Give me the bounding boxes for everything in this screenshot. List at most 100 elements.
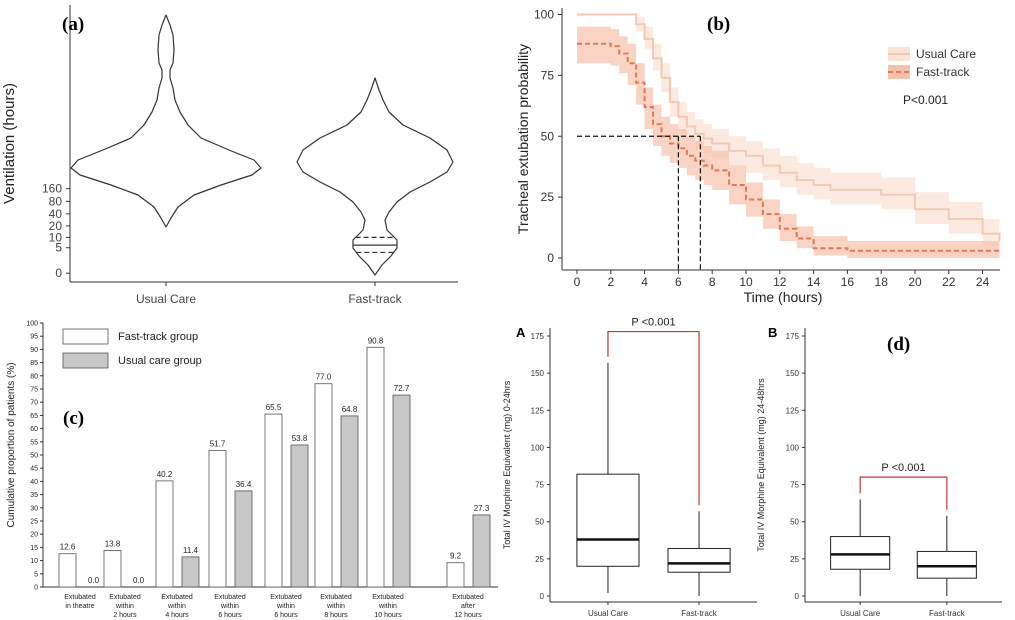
x-tick-label: in theatre bbox=[65, 603, 94, 610]
x-tick-label: 12 hours bbox=[454, 612, 482, 619]
x-tick-label: 10 bbox=[739, 275, 753, 289]
bar-value-label: 77.0 bbox=[316, 373, 332, 382]
x-tick-label: Fast-track bbox=[348, 292, 402, 306]
y-tick-label: 75 bbox=[790, 481, 799, 490]
y-axis-title: Ventilation (hours) bbox=[1, 83, 18, 204]
significance-bracket bbox=[607, 330, 700, 506]
x-tick-label: within bbox=[326, 603, 345, 610]
y-tick-label: 90 bbox=[30, 347, 38, 354]
p-value-annotation: P<0.001 bbox=[903, 93, 948, 107]
violin-1 bbox=[296, 77, 454, 276]
y-tick-label: 35 bbox=[30, 492, 38, 499]
y-tick-label: 75 bbox=[535, 481, 544, 490]
y-tick-label: 10 bbox=[49, 230, 63, 244]
bar bbox=[340, 415, 359, 588]
y-tick-label: 5 bbox=[55, 241, 62, 255]
y-tick-label: 60 bbox=[30, 426, 38, 433]
panel-label-b: (b) bbox=[707, 14, 730, 35]
panel-label-d: (d) bbox=[887, 334, 910, 355]
y-tick-label: 0 bbox=[795, 592, 800, 601]
y-tick-label: 0 bbox=[547, 251, 554, 265]
y-tick-label: 0 bbox=[55, 266, 62, 280]
x-tick-label: 2 bbox=[607, 275, 614, 289]
bar-value-label: 27.3 bbox=[474, 504, 490, 513]
x-tick-label: 6 hours bbox=[274, 612, 298, 619]
x-tick-label: Usual Care bbox=[588, 609, 629, 618]
bar-value-label: 0.0 bbox=[88, 576, 100, 585]
box bbox=[916, 550, 977, 579]
x-tick-label: 16 bbox=[841, 275, 855, 289]
bar bbox=[472, 514, 491, 588]
x-tick-label: Extubated bbox=[320, 594, 352, 601]
x-tick-label: Extubated bbox=[161, 594, 193, 601]
y-tick-label: 100 bbox=[786, 443, 800, 452]
panel-label-A: A bbox=[516, 325, 526, 340]
bar-value-label: 65.5 bbox=[266, 403, 282, 412]
y-tick-label: 20 bbox=[30, 532, 38, 539]
y-tick-label: 160 bbox=[42, 182, 62, 196]
y-tick-label: 125 bbox=[531, 406, 545, 415]
y-tick-label: 40 bbox=[30, 479, 38, 486]
x-tick-label: 20 bbox=[908, 275, 922, 289]
y-tick-label: 100 bbox=[26, 321, 38, 328]
x-tick-label: 2 hours bbox=[113, 612, 137, 619]
bar bbox=[58, 553, 77, 588]
x-tick-label: 4 bbox=[641, 275, 648, 289]
bar bbox=[208, 450, 227, 588]
legend-swatch-0 bbox=[62, 328, 109, 345]
bar-value-label: 72.7 bbox=[394, 384, 410, 393]
x-tick-label: 14 bbox=[807, 275, 821, 289]
bar-value-label: 11.4 bbox=[183, 546, 199, 555]
bar bbox=[366, 346, 385, 588]
y-tick-label: 50 bbox=[541, 129, 555, 143]
ci-band-0 bbox=[577, 14, 1000, 251]
bar bbox=[314, 383, 333, 588]
p-value-annotation: P <0.001 bbox=[881, 462, 925, 474]
x-tick-label: Fast-track bbox=[681, 609, 718, 618]
y-tick-label: 75 bbox=[30, 387, 38, 394]
bar-value-label: 9.2 bbox=[450, 552, 462, 561]
y-tick-label: 100 bbox=[534, 8, 554, 22]
bar-value-label: 64.8 bbox=[342, 405, 358, 414]
x-tick-label: 18 bbox=[875, 275, 889, 289]
y-tick-label: 0 bbox=[540, 592, 545, 601]
legend-swatch-1 bbox=[62, 352, 109, 369]
x-tick-label: Extubated bbox=[270, 594, 302, 601]
y-tick-label: 25 bbox=[535, 555, 544, 564]
panel-label-B: B bbox=[768, 325, 777, 340]
x-axis-title: Time (hours) bbox=[744, 289, 823, 305]
y-tick-label: 50 bbox=[30, 453, 38, 460]
y-tick-label: 80 bbox=[49, 194, 63, 208]
x-tick-label: 0 bbox=[574, 275, 581, 289]
y-tick-label: 25 bbox=[30, 519, 38, 526]
y-tick-label: 80 bbox=[30, 373, 38, 380]
bar bbox=[234, 490, 253, 588]
bar-value-label: 40.2 bbox=[157, 470, 173, 479]
y-tick-label: 100 bbox=[531, 443, 545, 452]
box-panel-A: 0 25 50 75 100 125 150 175 Total IV Morphine Equ… bbox=[502, 317, 757, 618]
x-tick-label: 10 hours bbox=[374, 612, 402, 619]
y-axis-title: Tracheal extubation probability bbox=[515, 44, 531, 234]
x-tick-label: 8 bbox=[709, 275, 716, 289]
x-tick-label: Extubated bbox=[372, 594, 404, 601]
y-tick-label: 65 bbox=[30, 413, 38, 420]
bar-value-label: 12.6 bbox=[60, 543, 76, 552]
legend-label-1: Usual care group bbox=[118, 355, 202, 367]
x-tick-label: after bbox=[461, 603, 476, 610]
y-tick-label: 30 bbox=[30, 505, 38, 512]
x-tick-label: within bbox=[220, 603, 239, 610]
x-tick-label: Extubated bbox=[214, 594, 246, 601]
y-axis-title: Cumulative proportion of patients (%) bbox=[6, 362, 17, 527]
y-tick-label: 50 bbox=[535, 518, 544, 527]
bar-value-label: 53.8 bbox=[292, 434, 308, 443]
y-axis-title: Total IV Morphine Equivalent (mg) 24-48h… bbox=[756, 378, 766, 552]
x-tick-label: 4 hours bbox=[165, 612, 189, 619]
x-tick-label: Extubated bbox=[109, 594, 141, 601]
y-tick-label: 25 bbox=[541, 190, 555, 204]
y-tick-label: 0 bbox=[34, 585, 38, 592]
p-value-annotation: P <0.001 bbox=[631, 317, 675, 329]
x-tick-label: 24 bbox=[976, 275, 990, 289]
y-tick-label: 150 bbox=[531, 369, 545, 378]
bar-value-label: 90.8 bbox=[368, 336, 384, 345]
